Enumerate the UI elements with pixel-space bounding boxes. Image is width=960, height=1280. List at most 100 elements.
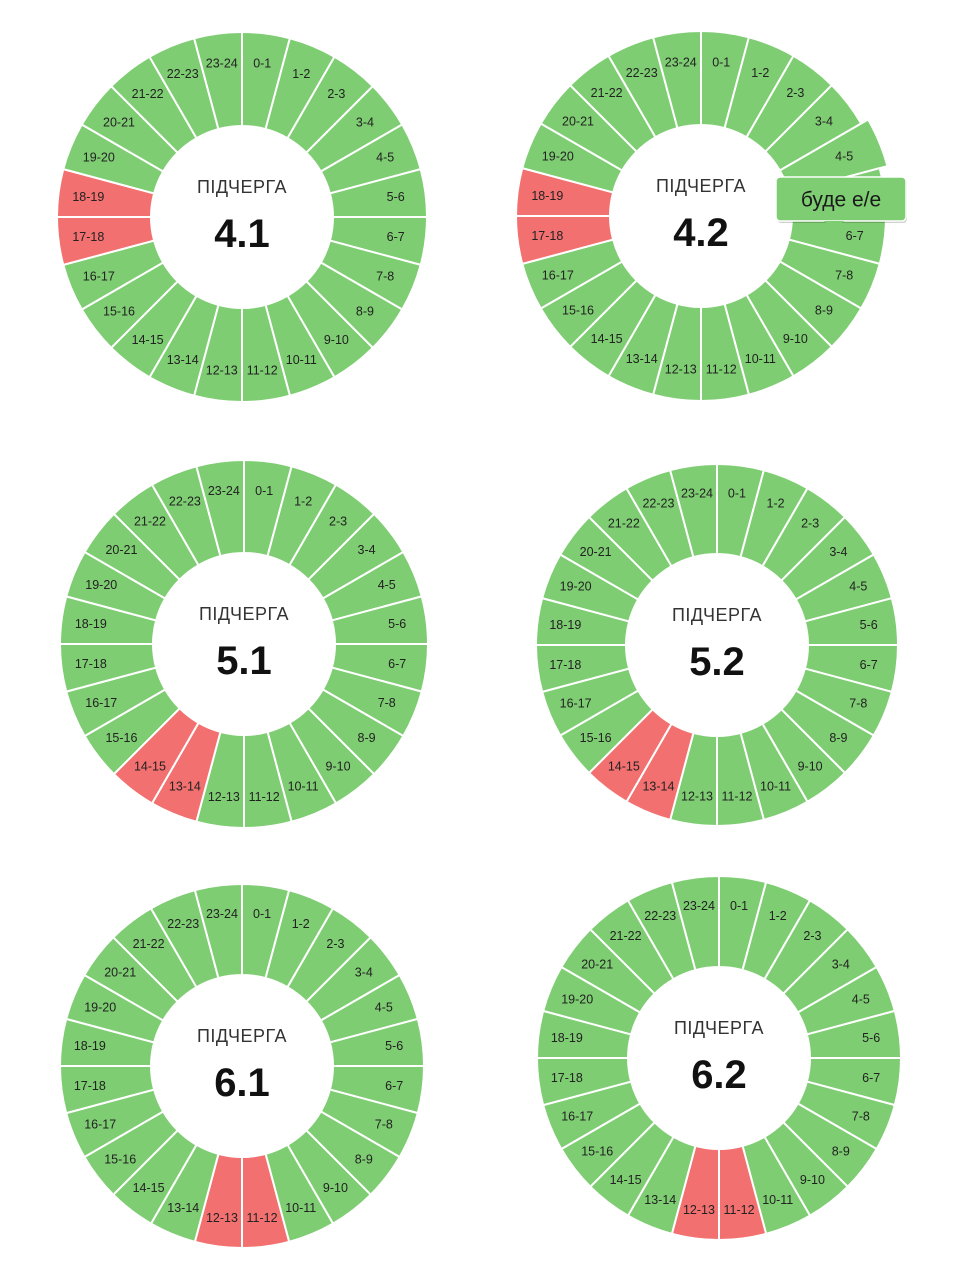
segment-label-12-13: 12-13 xyxy=(665,363,697,377)
segment-label-6-7: 6-7 xyxy=(387,230,405,244)
segment-label-13-14: 13-14 xyxy=(626,352,658,366)
segment-label-20-21: 20-21 xyxy=(105,543,137,557)
segment-label-13-14: 13-14 xyxy=(642,779,674,793)
segment-label-12-13: 12-13 xyxy=(683,1203,715,1217)
segment-label-6-7: 6-7 xyxy=(846,229,864,243)
segment-label-21-22: 21-22 xyxy=(591,86,623,100)
segment-label-17-18: 17-18 xyxy=(75,657,107,671)
segment-label-19-20: 19-20 xyxy=(85,578,117,592)
segment-label-0-1: 0-1 xyxy=(253,56,271,70)
segment-label-2-3: 2-3 xyxy=(801,517,819,531)
segment-label-17-18: 17-18 xyxy=(74,1079,106,1093)
segment-label-2-3: 2-3 xyxy=(803,929,821,943)
tooltip: буде е/е xyxy=(775,176,907,231)
segment-label-17-18: 17-18 xyxy=(549,658,581,672)
segment-label-5-6: 5-6 xyxy=(860,618,878,632)
segment-label-23-24: 23-24 xyxy=(206,56,238,70)
segment-label-4-5: 4-5 xyxy=(835,150,853,164)
segment-label-1-2: 1-2 xyxy=(767,497,785,511)
segment-label-23-24: 23-24 xyxy=(208,484,240,498)
segment-label-7-8: 7-8 xyxy=(378,696,396,710)
segment-label-22-23: 22-23 xyxy=(167,67,199,81)
center-title: ПІДЧЕРГА xyxy=(674,1018,764,1038)
segment-label-10-11: 10-11 xyxy=(285,1201,316,1215)
segment-label-22-23: 22-23 xyxy=(169,494,201,508)
segment-label-4-5: 4-5 xyxy=(376,151,394,165)
segment-label-7-8: 7-8 xyxy=(375,1118,393,1132)
segment-label-9-10: 9-10 xyxy=(323,1181,348,1195)
center-value: 6.2 xyxy=(691,1053,747,1097)
segment-label-0-1: 0-1 xyxy=(255,484,273,498)
segment-label-21-22: 21-22 xyxy=(134,514,166,528)
segment-label-11-12: 11-12 xyxy=(724,1203,755,1217)
center-value: 4.2 xyxy=(673,211,729,255)
segment-label-15-16: 15-16 xyxy=(105,731,137,745)
segment-label-5-6: 5-6 xyxy=(862,1031,880,1045)
center-hole xyxy=(628,967,810,1149)
segment-label-14-15: 14-15 xyxy=(591,332,623,346)
segment-label-10-11: 10-11 xyxy=(286,353,317,367)
segment-label-22-23: 22-23 xyxy=(626,66,658,80)
segment-label-3-4: 3-4 xyxy=(832,958,850,972)
segment-label-2-3: 2-3 xyxy=(326,937,344,951)
donut-chart-4-1: 0-1 1-2 2-3 3-4 4-5 5-6 6-7 7-8 8-9 9-10 10-11 11-1… xyxy=(55,30,429,404)
segment-label-14-15: 14-15 xyxy=(134,760,166,774)
center-value: 6.1 xyxy=(214,1061,270,1105)
segment-label-16-17: 16-17 xyxy=(83,269,115,283)
segment-label-7-8: 7-8 xyxy=(835,268,853,282)
segment-label-2-3: 2-3 xyxy=(327,87,345,101)
segment-label-8-9: 8-9 xyxy=(356,304,374,318)
segment-label-23-24: 23-24 xyxy=(665,55,697,69)
segment-label-11-12: 11-12 xyxy=(706,363,737,377)
segment-label-8-9: 8-9 xyxy=(832,1144,850,1158)
segment-label-9-10: 9-10 xyxy=(800,1173,825,1187)
segment-label-13-14: 13-14 xyxy=(169,780,201,794)
segment-label-10-11: 10-11 xyxy=(288,780,319,794)
center-title: ПІДЧЕРГА xyxy=(199,604,289,624)
segment-label-14-15: 14-15 xyxy=(610,1173,642,1187)
segment-label-16-17: 16-17 xyxy=(561,1110,593,1124)
donut-chart-6-2: 0-1 1-2 2-3 3-4 4-5 5-6 6-7 7-8 8-9 9-10 10-11 11-1… xyxy=(535,874,903,1242)
donut-chart-5-1: 0-1 1-2 2-3 3-4 4-5 5-6 6-7 7-8 8-9 9-10 10-11 11-1… xyxy=(58,458,430,830)
segment-label-11-12: 11-12 xyxy=(721,790,752,804)
center-value: 4.1 xyxy=(214,212,270,256)
segment-label-15-16: 15-16 xyxy=(580,731,612,745)
segment-label-16-17: 16-17 xyxy=(560,697,592,711)
segment-label-13-14: 13-14 xyxy=(644,1193,676,1207)
segment-label-1-2: 1-2 xyxy=(294,494,312,508)
center-value: 5.1 xyxy=(216,639,272,683)
center-title: ПІДЧЕРГА xyxy=(656,176,746,196)
segment-label-7-8: 7-8 xyxy=(852,1110,870,1124)
tooltip-pointer xyxy=(824,221,844,231)
segment-label-19-20: 19-20 xyxy=(83,151,115,165)
donut-chart-4-2: 0-11-22-33-44-55-66-77-88-99-1010-1111-1… xyxy=(514,29,889,403)
segment-label-12-13: 12-13 xyxy=(206,1211,238,1225)
segment-label-17-18: 17-18 xyxy=(72,230,104,244)
segment-label-19-20: 19-20 xyxy=(84,1000,116,1014)
segment-label-1-2: 1-2 xyxy=(292,917,310,931)
segment-label-16-17: 16-17 xyxy=(85,696,117,710)
segment-label-22-23: 22-23 xyxy=(642,497,674,511)
segment-label-0-1: 0-1 xyxy=(712,55,730,69)
segment-label-20-21: 20-21 xyxy=(104,966,136,980)
segment-label-6-7: 6-7 xyxy=(388,657,406,671)
center-hole xyxy=(626,554,808,736)
segment-label-19-20: 19-20 xyxy=(542,150,574,164)
center-hole xyxy=(151,975,333,1157)
center-value: 5.2 xyxy=(689,640,745,684)
segment-label-21-22: 21-22 xyxy=(610,929,642,943)
segment-label-5-6: 5-6 xyxy=(387,190,405,204)
segment-label-3-4: 3-4 xyxy=(829,545,847,559)
tooltip-text: буде е/е xyxy=(801,189,881,212)
segment-label-4-5: 4-5 xyxy=(375,1000,393,1014)
segment-label-8-9: 8-9 xyxy=(358,731,376,745)
segment-label-21-22: 21-22 xyxy=(132,87,164,101)
segment-label-1-2: 1-2 xyxy=(292,67,310,81)
center-hole xyxy=(151,126,333,308)
segment-label-17-18: 17-18 xyxy=(531,229,563,243)
donut-chart-6-1: 0-1 1-2 2-3 3-4 4-5 5-6 6-7 7-8 8-9 9-10 10-11 11-1… xyxy=(58,882,426,1250)
segment-label-9-10: 9-10 xyxy=(783,332,808,346)
segment-label-3-4: 3-4 xyxy=(356,116,374,130)
segment-label-12-13: 12-13 xyxy=(206,364,238,378)
segment-label-12-13: 12-13 xyxy=(681,790,713,804)
